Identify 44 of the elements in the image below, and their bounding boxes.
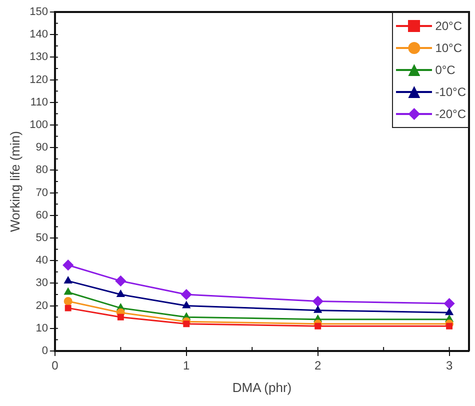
point bbox=[183, 320, 190, 328]
x-tick-label: 3 bbox=[446, 358, 453, 373]
point bbox=[446, 308, 454, 316]
point bbox=[444, 298, 455, 309]
y-axis-title: Working life (min) bbox=[7, 131, 22, 232]
legend-label: -20°C bbox=[435, 107, 466, 121]
y-tick-label: 0 bbox=[42, 345, 48, 358]
point bbox=[312, 296, 324, 307]
y-tick-label: 120 bbox=[30, 74, 48, 86]
point bbox=[64, 297, 72, 306]
x-axis-title: DMA (phr) bbox=[232, 380, 292, 395]
legend-label: -10°C bbox=[435, 85, 466, 99]
point bbox=[446, 322, 453, 330]
y-tick-label: 150 bbox=[30, 6, 48, 18]
y-tick-label: 110 bbox=[30, 96, 48, 108]
y-tick-label: 70 bbox=[36, 186, 48, 199]
y-tick-label: 80 bbox=[36, 164, 48, 176]
y-tick-label: 50 bbox=[36, 232, 48, 244]
y-tick-label: 140 bbox=[30, 28, 48, 41]
x-tick-label: 1 bbox=[183, 358, 190, 373]
y-tick-label: 10 bbox=[36, 322, 48, 334]
point bbox=[314, 306, 322, 313]
point bbox=[314, 322, 322, 330]
point bbox=[117, 314, 124, 320]
point bbox=[62, 260, 74, 270]
point bbox=[182, 302, 190, 308]
y-tick-label: 60 bbox=[36, 209, 48, 222]
y-tick-label: 20 bbox=[36, 300, 48, 312]
point bbox=[181, 289, 192, 300]
y-tick-label: 100 bbox=[30, 119, 48, 132]
legend-label: 0°C bbox=[435, 63, 456, 77]
x-tick-label: 2 bbox=[314, 358, 322, 373]
point bbox=[116, 290, 124, 297]
y-tick-label: 30 bbox=[36, 277, 48, 290]
y-tick-label: 40 bbox=[36, 254, 48, 267]
y-tick-label: 90 bbox=[36, 142, 48, 154]
x-tick-label: 0 bbox=[52, 358, 59, 373]
y-tick-label: 130 bbox=[30, 51, 48, 64]
point bbox=[64, 276, 72, 284]
point bbox=[64, 288, 72, 295]
legend-label: 10°C bbox=[435, 41, 462, 55]
point bbox=[115, 276, 126, 286]
point bbox=[64, 304, 72, 312]
legend-label: 20°C bbox=[435, 19, 462, 33]
